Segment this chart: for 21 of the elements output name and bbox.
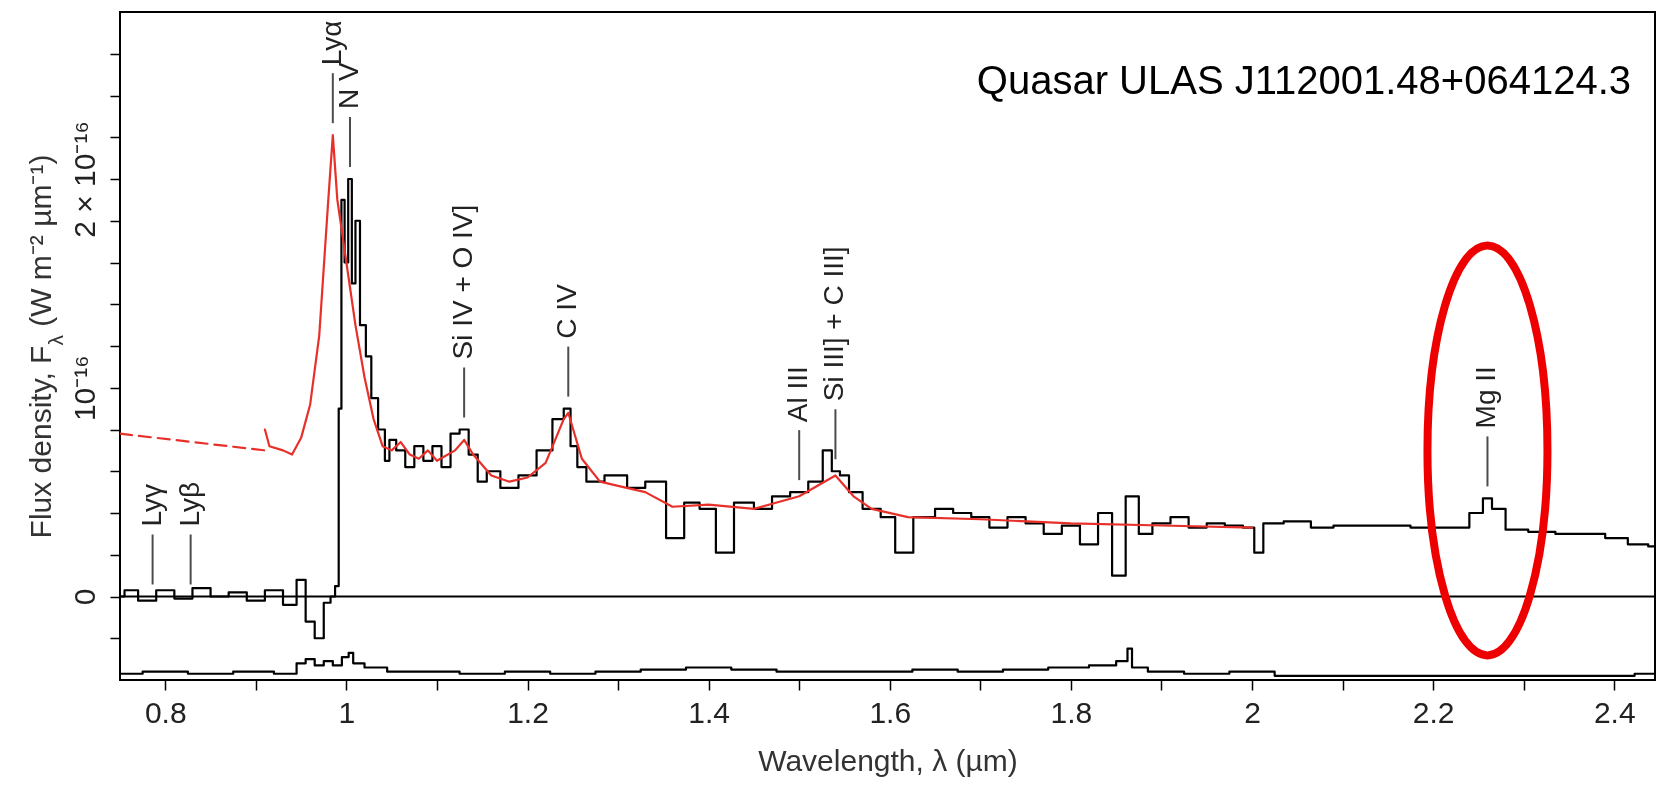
x-tick-label: 1: [338, 695, 356, 729]
annotation: Si IV + O IV]: [447, 204, 479, 360]
x-tick-label: 1.6: [869, 695, 912, 729]
annotation: C IV: [551, 283, 583, 339]
annotation: Al III: [782, 366, 814, 423]
y-tick-label: 10⁻¹⁶: [67, 355, 101, 422]
x-tick-label: 2: [1244, 695, 1261, 729]
annotation: Mg II: [1470, 366, 1502, 429]
x-tick-label: 1.8: [1050, 695, 1093, 729]
x-tick-label: 2.2: [1412, 695, 1455, 729]
x-axis-title: Wavelength, λ (µm): [758, 743, 1018, 777]
annotation: Si III] + C III]: [818, 246, 850, 402]
y-tick-label: 0: [67, 588, 101, 606]
x-tick-label: 2.4: [1593, 695, 1636, 729]
x-tick-label: 1.4: [688, 695, 730, 729]
x-tick-label: 0.8: [144, 695, 187, 729]
y-tick-label: 2 × 10⁻¹⁶: [67, 121, 101, 238]
text: Quasar ULAS J112001.48+064124.3: [976, 58, 1631, 102]
x-tick-label: 1.2: [507, 695, 549, 729]
annotation: Lyγ: [135, 483, 167, 527]
annotation: Lyβ: [173, 481, 205, 527]
